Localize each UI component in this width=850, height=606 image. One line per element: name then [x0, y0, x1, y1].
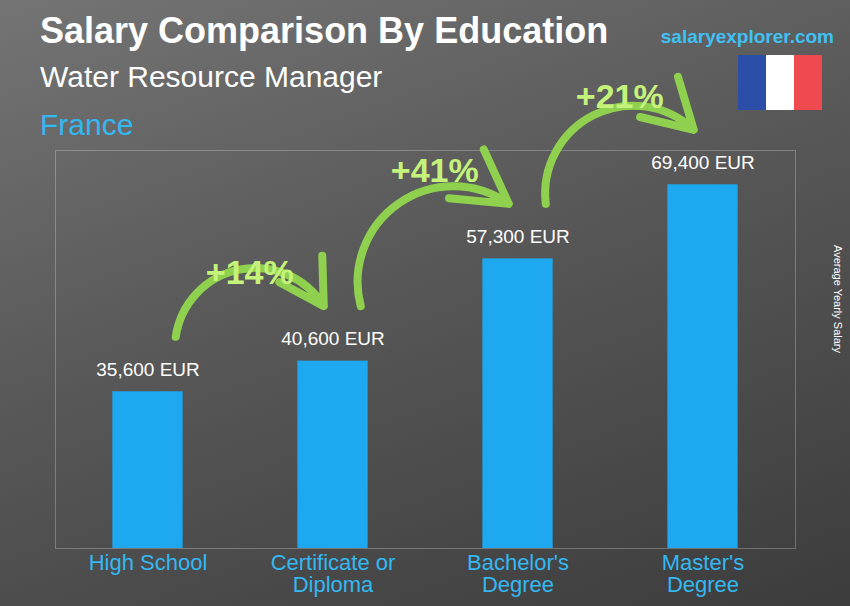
- svg-text:69,400 EUR: 69,400 EUR: [651, 152, 755, 173]
- svg-text:High School: High School: [89, 550, 208, 575]
- svg-text:Certificate orDiploma: Certificate orDiploma: [271, 550, 396, 597]
- svg-text:57,300 EUR: 57,300 EUR: [466, 226, 570, 247]
- svg-text:+41%: +41%: [391, 151, 479, 189]
- svg-text:Master'sDegree: Master'sDegree: [662, 550, 744, 597]
- html-text:Water Resource Manager: Water Resource Manager: [40, 60, 383, 93]
- html-text:Average Yearly Salary: Average Yearly Salary: [832, 245, 844, 353]
- svg-text:40,600 EUR: 40,600 EUR: [281, 328, 385, 349]
- html-text:Salary Comparison By Education: Salary Comparison By Education: [40, 10, 609, 51]
- svg-text:+21%: +21%: [576, 77, 664, 115]
- svg-text:Bachelor'sDegree: Bachelor'sDegree: [467, 550, 569, 597]
- html-text:France: France: [40, 108, 134, 141]
- svg-text:35,600 EUR: 35,600 EUR: [96, 359, 200, 380]
- html-text:salaryexplorer.com: salaryexplorer.com: [660, 26, 834, 47]
- svg-text:+14%: +14%: [206, 253, 294, 291]
